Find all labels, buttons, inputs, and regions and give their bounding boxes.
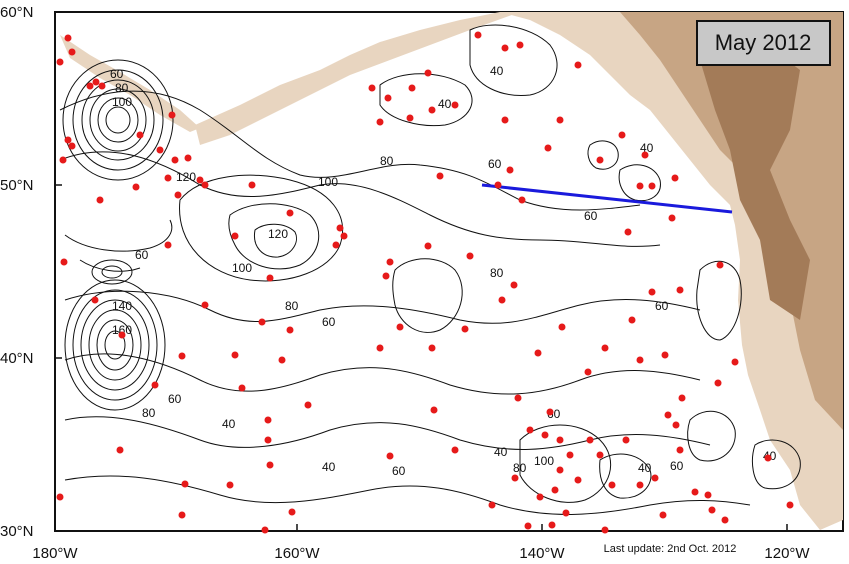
contour-label: 60 <box>168 392 182 406</box>
last-update-note: Last update: 2nd Oct. 2012 <box>604 543 737 555</box>
axis-ticks <box>54 11 788 532</box>
lat-label: 50°N <box>0 177 34 194</box>
date-badge: May 2012 <box>696 20 831 66</box>
contour-label: 120 <box>176 170 196 184</box>
plot-area: 60 80 100 120 140 160 80 60 40 60 80 100… <box>54 11 844 534</box>
contour-label: 80 <box>285 299 299 313</box>
float-cluster <box>56 34 348 534</box>
lon-label: 180°W <box>32 545 78 562</box>
contour-label: 40 <box>490 64 504 78</box>
contour-label: 100 <box>318 175 338 189</box>
contour-label: 80 <box>115 81 129 95</box>
land-alaska-peninsula <box>195 12 520 145</box>
land-aleutian-chain <box>60 35 200 132</box>
contour-label: 40 <box>638 461 652 475</box>
contour-label: 100 <box>534 454 554 468</box>
contour-label: 80 <box>142 406 156 420</box>
lat-label: 30°N <box>0 523 34 540</box>
contour-label: 80 <box>513 461 527 475</box>
contour-label: 60 <box>655 299 669 313</box>
contour-label: 60 <box>584 209 598 223</box>
contour-label: 100 <box>112 95 132 109</box>
contour-label: 80 <box>490 266 504 280</box>
contour-label: 60 <box>322 315 336 329</box>
lon-label: 160°W <box>274 545 320 562</box>
contour-label: 60 <box>110 67 124 81</box>
contour-label: 40 <box>640 141 654 155</box>
argo-floats <box>56 31 794 534</box>
contour-label: 100 <box>232 261 252 275</box>
lat-label: 60°N <box>0 4 34 21</box>
land-relief-peaks <box>700 40 810 320</box>
line-p-section <box>481 183 733 214</box>
contour-label: 40 <box>322 460 336 474</box>
latitude-labels: 60°N 50°N 40°N 30°N <box>0 4 34 540</box>
contour-label: 160 <box>112 323 132 337</box>
contour-label: 60 <box>488 157 502 171</box>
float-cluster <box>488 394 794 534</box>
contour-label: 140 <box>112 299 132 313</box>
contour-label: 60 <box>135 248 149 262</box>
lon-label: 120°W <box>764 545 810 562</box>
contour-label: 120 <box>268 227 288 241</box>
contour-label: 60 <box>392 464 406 478</box>
lat-label: 40°N <box>0 350 34 367</box>
contour-label: 40 <box>222 417 236 431</box>
lon-label: 140°W <box>519 545 565 562</box>
contour-label: 60 <box>670 459 684 473</box>
float-cluster <box>368 31 739 460</box>
contour-label: 40 <box>438 97 452 111</box>
contour-labels: 60 80 100 120 140 160 80 60 40 60 80 100… <box>110 64 777 478</box>
contour-label: 40 <box>494 445 508 459</box>
contour-label: 80 <box>380 154 394 168</box>
longitude-labels: 180°W 160°W 140°W 120°W <box>32 545 810 562</box>
date-badge-text: May 2012 <box>715 30 812 55</box>
